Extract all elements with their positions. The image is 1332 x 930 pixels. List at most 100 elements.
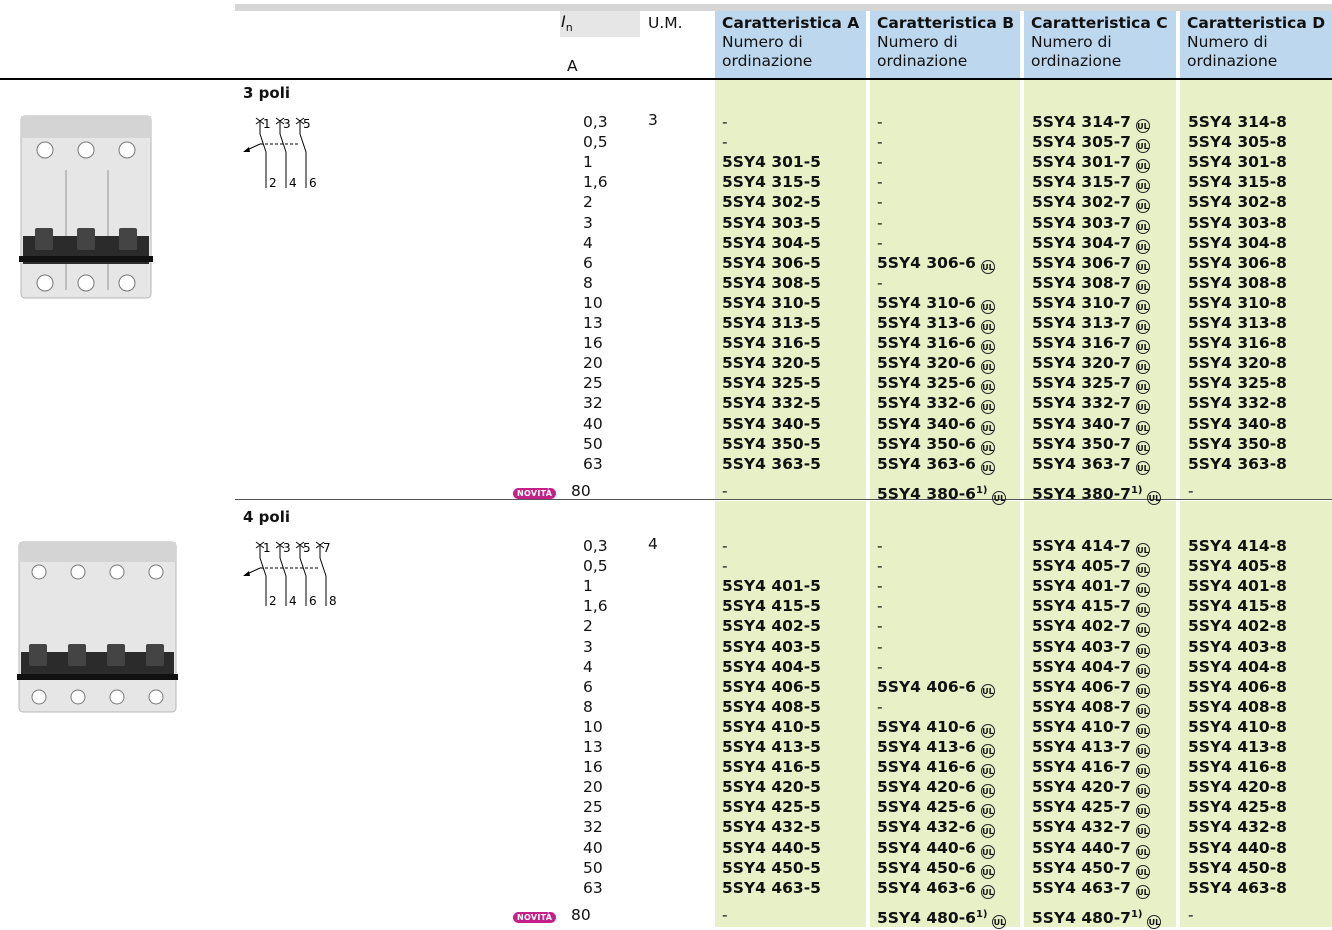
ul-listed-icon: UL — [1135, 440, 1150, 455]
order-number-b: - — [877, 193, 883, 212]
order-number-c: 5SY4 350-7 UL — [1032, 434, 1150, 455]
breaker-3-pole-photo — [19, 115, 153, 299]
section-title-3-poles: 3 poli — [243, 84, 290, 102]
col-d-header: Caratteristica D Numero di ordinazione — [1180, 11, 1332, 79]
ul-listed-icon: UL — [980, 259, 995, 274]
rated-current: 4 — [583, 233, 593, 252]
order-number-d: 5SY4 303-8 — [1188, 213, 1287, 232]
order-number-c: 5SY4 420-7 UL — [1032, 778, 1150, 799]
ul-listed-icon: UL — [1135, 563, 1150, 578]
order-number-b: 5SY4 320-6 UL — [877, 354, 995, 375]
order-number-a: 5SY4 401-5 — [722, 577, 821, 596]
rated-current: 63 — [583, 878, 603, 897]
ul-listed-icon: UL — [980, 400, 995, 415]
ul-listed-icon: UL — [1135, 340, 1150, 355]
rated-current: 25 — [583, 798, 603, 817]
order-number-a: 5SY4 363-5 — [722, 454, 821, 473]
order-number-b: 5SY4 416-6 UL — [877, 758, 995, 779]
order-number-a: 5SY4 325-5 — [722, 374, 821, 393]
rated-current: 1,6 — [583, 173, 608, 192]
order-number-a: 5SY4 432-5 — [722, 818, 821, 837]
ul-listed-icon: UL — [1135, 723, 1150, 738]
ul-listed-icon: UL — [980, 804, 995, 819]
ul-listed-icon: UL — [1135, 460, 1150, 475]
order-number-d: 5SY4 310-8 — [1188, 293, 1287, 312]
footnote-ref: 1) — [1130, 908, 1143, 920]
order-number-d: 5SY4 420-8 — [1188, 778, 1287, 797]
ul-listed-icon: UL — [1135, 239, 1150, 254]
rated-current: 80 — [571, 905, 591, 924]
rated-current: 0,5 — [583, 133, 608, 152]
band-d-4p — [1180, 501, 1332, 927]
new-badge: NOVITÀ — [513, 905, 557, 925]
ul-listed-icon: UL — [980, 844, 995, 859]
order-number-b: - — [877, 213, 883, 232]
svg-text:4: 4 — [289, 176, 297, 190]
ul-listed-icon: UL — [1135, 259, 1150, 274]
order-number-b: 5SY4 425-6 UL — [877, 798, 995, 819]
order-number-b: 5SY4 432-6 UL — [877, 818, 995, 839]
order-number-c: 5SY4 410-7 UL — [1032, 717, 1150, 738]
order-number-c: 5SY4 414-7 UL — [1032, 537, 1150, 557]
ul-listed-icon: UL — [1135, 744, 1150, 758]
rated-current: 50 — [583, 434, 603, 453]
order-number-a: 5SY4 413-5 — [722, 738, 821, 756]
ul-listed-icon: UL — [980, 784, 995, 799]
order-number-d: 5SY4 340-8 — [1188, 414, 1287, 433]
rated-current: 0,3 — [583, 537, 608, 555]
order-number-d: 5SY4 425-8 — [1188, 798, 1287, 817]
order-number-c: 5SY4 380-71)UL — [1032, 484, 1162, 505]
band-b-4p — [870, 501, 1020, 927]
order-number-d: 5SY4 406-8 — [1188, 677, 1287, 696]
order-number-c: 5SY4 405-7 UL — [1032, 557, 1150, 578]
um-4-poles: 4 — [648, 535, 658, 553]
rated-current: 2 — [583, 617, 593, 636]
band-d-3p — [1180, 80, 1332, 499]
svg-text:6: 6 — [309, 594, 317, 608]
order-number-d: 5SY4 308-8 — [1188, 273, 1287, 292]
order-number-d: 5SY4 440-8 — [1188, 838, 1287, 857]
order-number-a: 5SY4 450-5 — [722, 858, 821, 877]
rated-current: 2 — [583, 193, 593, 212]
order-number-b: 5SY4 325-6 UL — [877, 374, 995, 395]
order-number-b: 5SY4 440-6 UL — [877, 838, 995, 859]
ul-listed-icon: UL — [1135, 583, 1150, 598]
order-number-a: 5SY4 302-5 — [722, 193, 821, 212]
rated-current: 8 — [583, 273, 593, 292]
order-number-c: 5SY4 415-7 UL — [1032, 597, 1150, 618]
order-number-b: 5SY4 363-6 UL — [877, 454, 995, 475]
order-number-a: 5SY4 420-5 — [722, 778, 821, 797]
order-number-c: 5SY4 304-7 UL — [1032, 233, 1150, 254]
svg-text:2: 2 — [269, 594, 277, 608]
order-number-c: 5SY4 406-7 UL — [1032, 677, 1150, 698]
col-b-header: Caratteristica B Numero di ordinazione — [870, 11, 1020, 79]
in-header-shade — [560, 11, 640, 37]
band-a-4p — [715, 501, 866, 927]
order-number-a: 5SY4 440-5 — [722, 838, 821, 857]
order-number-a: 5SY4 463-5 — [722, 878, 821, 897]
order-number-a: 5SY4 304-5 — [722, 233, 821, 252]
ul-listed-icon: UL — [1135, 543, 1150, 557]
order-number-b: - — [877, 233, 883, 252]
ul-listed-icon: UL — [980, 380, 995, 395]
order-number-c: 5SY4 480-71)UL — [1032, 908, 1162, 929]
order-number-c: 5SY4 408-7 UL — [1032, 697, 1150, 718]
order-number-b: 5SY4 316-6 UL — [877, 334, 995, 355]
ul-listed-icon: UL — [980, 744, 995, 758]
order-number-b: 5SY4 413-6 UL — [877, 738, 995, 758]
um-3-poles: 3 — [648, 111, 658, 129]
order-number-b: - — [877, 133, 883, 152]
order-number-d: 5SY4 325-8 — [1188, 374, 1287, 393]
ul-listed-icon: UL — [1135, 804, 1150, 819]
ul-listed-icon: UL — [1135, 219, 1150, 234]
order-number-c: 5SY4 308-7 UL — [1032, 273, 1150, 294]
order-number-d: 5SY4 404-8 — [1188, 657, 1287, 676]
order-number-a: 5SY4 313-5 — [722, 314, 821, 332]
order-number-b: 5SY4 310-6 UL — [877, 293, 995, 314]
svg-text:7: 7 — [323, 541, 331, 555]
order-number-c: 5SY4 325-7 UL — [1032, 374, 1150, 395]
order-number-d: 5SY4 301-8 — [1188, 153, 1287, 172]
rated-current: 63 — [583, 454, 603, 473]
svg-text:5: 5 — [303, 541, 311, 555]
order-number-b: - — [877, 153, 883, 172]
